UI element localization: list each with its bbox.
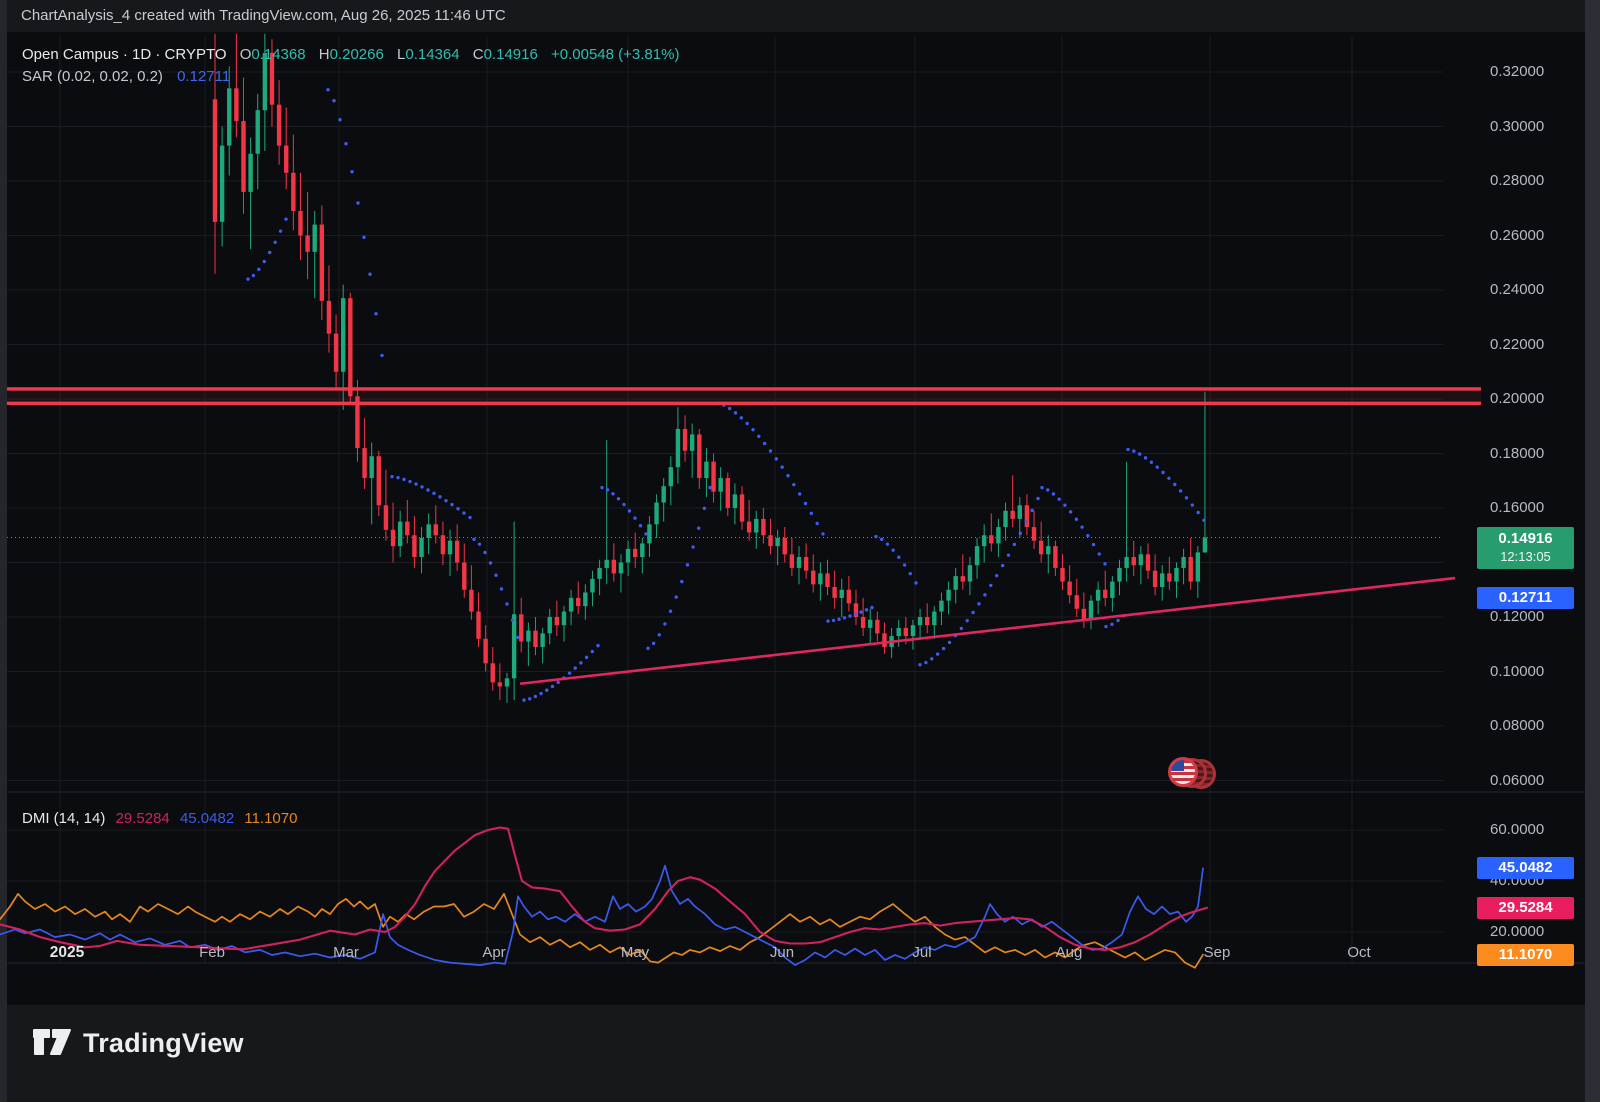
price-axis-label: 0.26000 bbox=[1490, 226, 1545, 244]
symbol-legend[interactable]: Open Campus · 1D · CRYPTO O0.14368 H0.20… bbox=[22, 46, 679, 85]
change-value: +0.00548 (+3.81%) bbox=[551, 46, 680, 63]
sar-dots-group bbox=[246, 88, 1206, 702]
price-axis-label: 0.32000 bbox=[1490, 63, 1545, 80]
price-axis-label: 0.12000 bbox=[1490, 608, 1545, 625]
price-axis-label: 0.22000 bbox=[1490, 335, 1545, 353]
sar-price-badge: 0.12711 bbox=[1477, 586, 1574, 609]
left-edge-strip bbox=[0, 0, 7, 1102]
time-axis-label: Aug bbox=[1055, 944, 1083, 961]
watermark-text: ChartAnalysis_4 created with TradingView… bbox=[21, 7, 506, 24]
time-axis-label: Jun bbox=[769, 944, 795, 961]
price-axis-label: 0.28000 bbox=[1490, 172, 1545, 189]
ohlc-close-key: C bbox=[472, 46, 484, 63]
last-price-badge: 0.14916 12:13:05 bbox=[1477, 526, 1574, 569]
price-axis-label: 0.24000 bbox=[1490, 281, 1545, 298]
time-axis-label: May bbox=[620, 944, 650, 961]
dmi-plus-badge: 45.0482 bbox=[1477, 857, 1574, 880]
sar-indicator-label: SAR (0.02, 0.02, 0.2) bbox=[22, 68, 163, 85]
sar-indicator-value: 0.12711 bbox=[177, 68, 231, 85]
dmi-adx-value: 29.5284 bbox=[115, 810, 170, 827]
right-scrollbar[interactable] bbox=[1585, 0, 1600, 1102]
dmi-adx-line bbox=[0, 826, 1209, 951]
time-axis-label: Oct bbox=[1347, 944, 1371, 961]
dmi-axis-label: 20.0000 bbox=[1490, 923, 1545, 940]
time-axis-label: Feb bbox=[199, 944, 225, 961]
tradingview-logo[interactable]: TradingView bbox=[31, 1023, 244, 1063]
legend-row-symbol: Open Campus · 1D · CRYPTO O0.14368 H0.20… bbox=[22, 46, 679, 63]
dmi-axis-label: 60.0000 bbox=[1490, 821, 1545, 838]
dmi-adx-badge-value: 29.5284 bbox=[1498, 898, 1553, 916]
dmi-adx-badge: 29.5284 bbox=[1477, 896, 1574, 919]
candles-group bbox=[212, 33, 1208, 703]
dmi-legend[interactable]: DMI (14, 14) 29.5284 45.0482 11.1070 bbox=[22, 810, 303, 827]
price-axis-label: 0.18000 bbox=[1490, 444, 1545, 462]
ohlc-low-value: 0.14364 bbox=[405, 46, 460, 63]
flag-canton bbox=[1171, 760, 1184, 771]
price-axis-label: 0.10000 bbox=[1490, 662, 1545, 680]
symbol-title: Open Campus · 1D · CRYPTO bbox=[22, 46, 227, 63]
flag-circle-front bbox=[1168, 757, 1198, 787]
time-axis-label: Jul bbox=[912, 944, 932, 961]
chart-area[interactable]: Open Campus · 1D · CRYPTO O0.14368 H0.20… bbox=[0, 32, 1585, 1005]
time-axis-label: Mar bbox=[333, 944, 359, 961]
dmi-plus-badge-value: 45.0482 bbox=[1498, 859, 1553, 877]
dmi-minus-di-line bbox=[0, 892, 1204, 969]
time-axis[interactable] bbox=[7, 963, 1450, 1005]
time-axis-label: Sep bbox=[1203, 944, 1231, 961]
ohlc-high-key: H bbox=[318, 46, 330, 63]
bottom-bar: TradingView bbox=[7, 1005, 1585, 1102]
ohlc-low-key: L bbox=[397, 46, 406, 63]
bar-countdown: 12:13:05 bbox=[1500, 548, 1551, 564]
dmi-minus-badge: 11.1070 bbox=[1477, 943, 1574, 966]
tradingview-logo-icon bbox=[33, 1029, 71, 1055]
last-price-value: 0.14916 bbox=[1498, 529, 1553, 547]
price-axis-label: 0.16000 bbox=[1490, 499, 1545, 516]
legend-row-sar[interactable]: SAR (0.02, 0.02, 0.2) 0.12711 bbox=[22, 68, 679, 85]
sar-badge-value: 0.12711 bbox=[1498, 588, 1553, 606]
price-axis-label: 0.30000 bbox=[1490, 117, 1545, 135]
dmi-indicator-label: DMI (14, 14) bbox=[22, 810, 106, 827]
ohlc-high-value: 0.20266 bbox=[329, 46, 384, 63]
time-axis-label: Apr bbox=[482, 944, 506, 961]
resistance-band-fill bbox=[7, 388, 1481, 404]
price-axis-label: 0.20000 bbox=[1490, 390, 1545, 407]
dmi-plus-di-value: 45.0482 bbox=[179, 810, 235, 827]
dmi-minus-badge-value: 11.1070 bbox=[1498, 945, 1553, 963]
dmi-minus-di-value: 11.1070 bbox=[244, 810, 298, 827]
time-axis-label: 2025 bbox=[49, 944, 85, 961]
ohlc-close-value: 0.14916 bbox=[483, 46, 538, 63]
ohlc-open-value: 0.14368 bbox=[251, 46, 306, 63]
watermark-bar: ChartAnalysis_4 created with TradingView… bbox=[7, 0, 1585, 32]
price-axis-label: 0.08000 bbox=[1490, 717, 1545, 734]
tradingview-logo-text: TradingView bbox=[83, 1027, 244, 1058]
ohlc-open-key: O bbox=[239, 46, 252, 63]
price-axis-label: 0.06000 bbox=[1490, 771, 1545, 789]
support-trendline bbox=[519, 576, 1456, 686]
